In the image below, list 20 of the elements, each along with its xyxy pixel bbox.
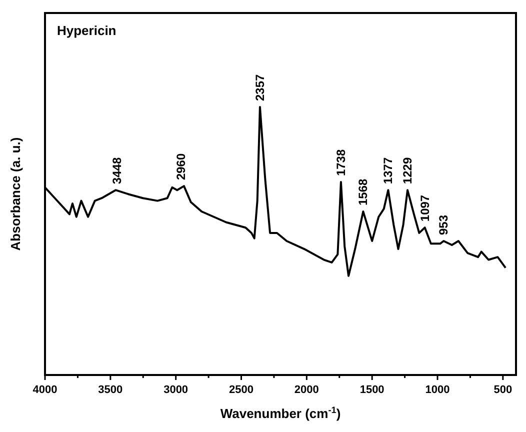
x-tick-label: 3000 bbox=[164, 384, 188, 396]
annotation: 1377 bbox=[381, 157, 396, 184]
annotation: 953 bbox=[436, 214, 451, 235]
x-tick-label: 500 bbox=[494, 384, 512, 396]
y-axis-title: Absorbance (a. u.) bbox=[8, 137, 23, 251]
x-tick-label: 2000 bbox=[294, 384, 319, 396]
x-tick-label: 1000 bbox=[425, 384, 450, 396]
x-tick-label: 3500 bbox=[98, 384, 123, 396]
x-tick-label: 4000 bbox=[32, 384, 58, 396]
annotation: 1097 bbox=[418, 194, 432, 222]
annotation: 1229 bbox=[400, 157, 415, 184]
chart-title: Hypericin bbox=[57, 23, 116, 38]
x-tick-label: 2500 bbox=[229, 384, 254, 396]
annotation: 1568 bbox=[356, 178, 370, 206]
annotation: 2357 bbox=[252, 74, 267, 101]
annotation: 2960 bbox=[174, 153, 188, 180]
annotation: 1738 bbox=[334, 149, 348, 176]
x-tick-label: 1500 bbox=[360, 384, 384, 396]
x-axis-title: Wavenumber (cm$^{-1}$) bbox=[220, 405, 341, 421]
annotation: 3448 bbox=[110, 157, 124, 184]
